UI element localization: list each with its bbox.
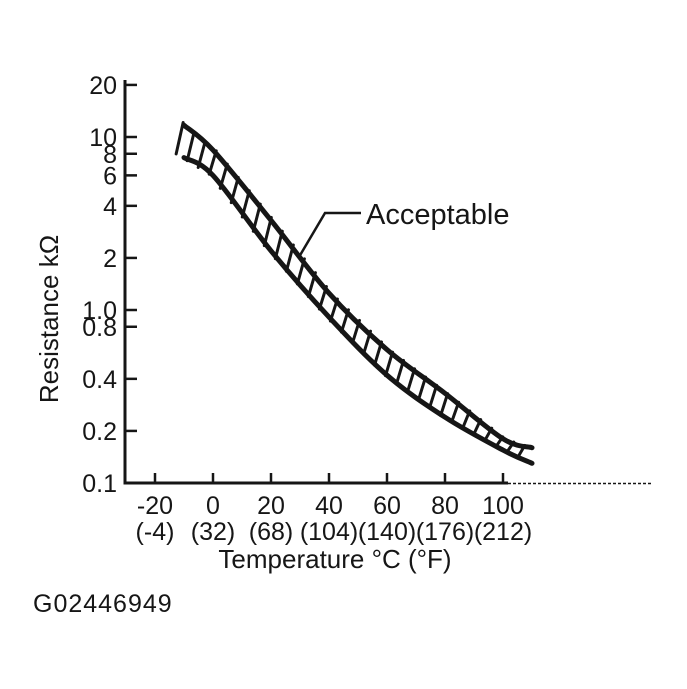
- y-tick-label: 20: [89, 72, 117, 100]
- x-tick-label-fahrenheit: (104): [300, 518, 358, 546]
- x-tick-label-fahrenheit: (176): [416, 518, 474, 546]
- x-tick-label-celsius: 40: [315, 492, 343, 520]
- y-tick-label: 0.2: [82, 418, 117, 446]
- x-tick-label-fahrenheit: (-4): [136, 518, 175, 546]
- y-tick-label: 1.0: [82, 297, 117, 325]
- x-tick-label-fahrenheit: (140): [358, 518, 416, 546]
- y-tick-label: 10: [89, 124, 117, 152]
- x-tick-label-fahrenheit: (212): [474, 518, 532, 546]
- x-tick-label-fahrenheit: (32): [191, 518, 235, 546]
- y-tick-label: 4: [103, 193, 117, 221]
- acceptable-band-lower-curve: [181, 155, 535, 466]
- acceptable-band-upper-curve: [181, 122, 535, 451]
- x-tick-label-celsius: 80: [431, 492, 459, 520]
- y-tick-label: 0.4: [82, 366, 117, 394]
- annotation-leader-line: [297, 211, 361, 258]
- x-tick-label-celsius: 0: [206, 492, 220, 520]
- x-tick-label-celsius: -20: [137, 492, 173, 520]
- x-tick-label-celsius: 100: [482, 492, 524, 520]
- figure-code: G02446949: [33, 590, 173, 618]
- y-tick-label: 0.1: [82, 470, 117, 498]
- y-tick-label: 6: [103, 162, 117, 190]
- band-annotation-label: Acceptable: [366, 199, 510, 231]
- band-hatch-line: [174, 120, 185, 156]
- x-tick-label-celsius: 20: [257, 492, 285, 520]
- x-tick-label-fahrenheit: (68): [249, 518, 293, 546]
- band-hatch-line: [185, 130, 196, 163]
- y-tick-label: 2: [103, 245, 117, 273]
- x-axis-title: Temperature °C (°F): [218, 544, 451, 574]
- y-tick-label: 0.8: [82, 314, 117, 342]
- x-tick-label-celsius: 60: [373, 492, 401, 520]
- y-axis-title: Resistance kΩ: [34, 235, 64, 403]
- y-tick-label: 8: [103, 141, 117, 169]
